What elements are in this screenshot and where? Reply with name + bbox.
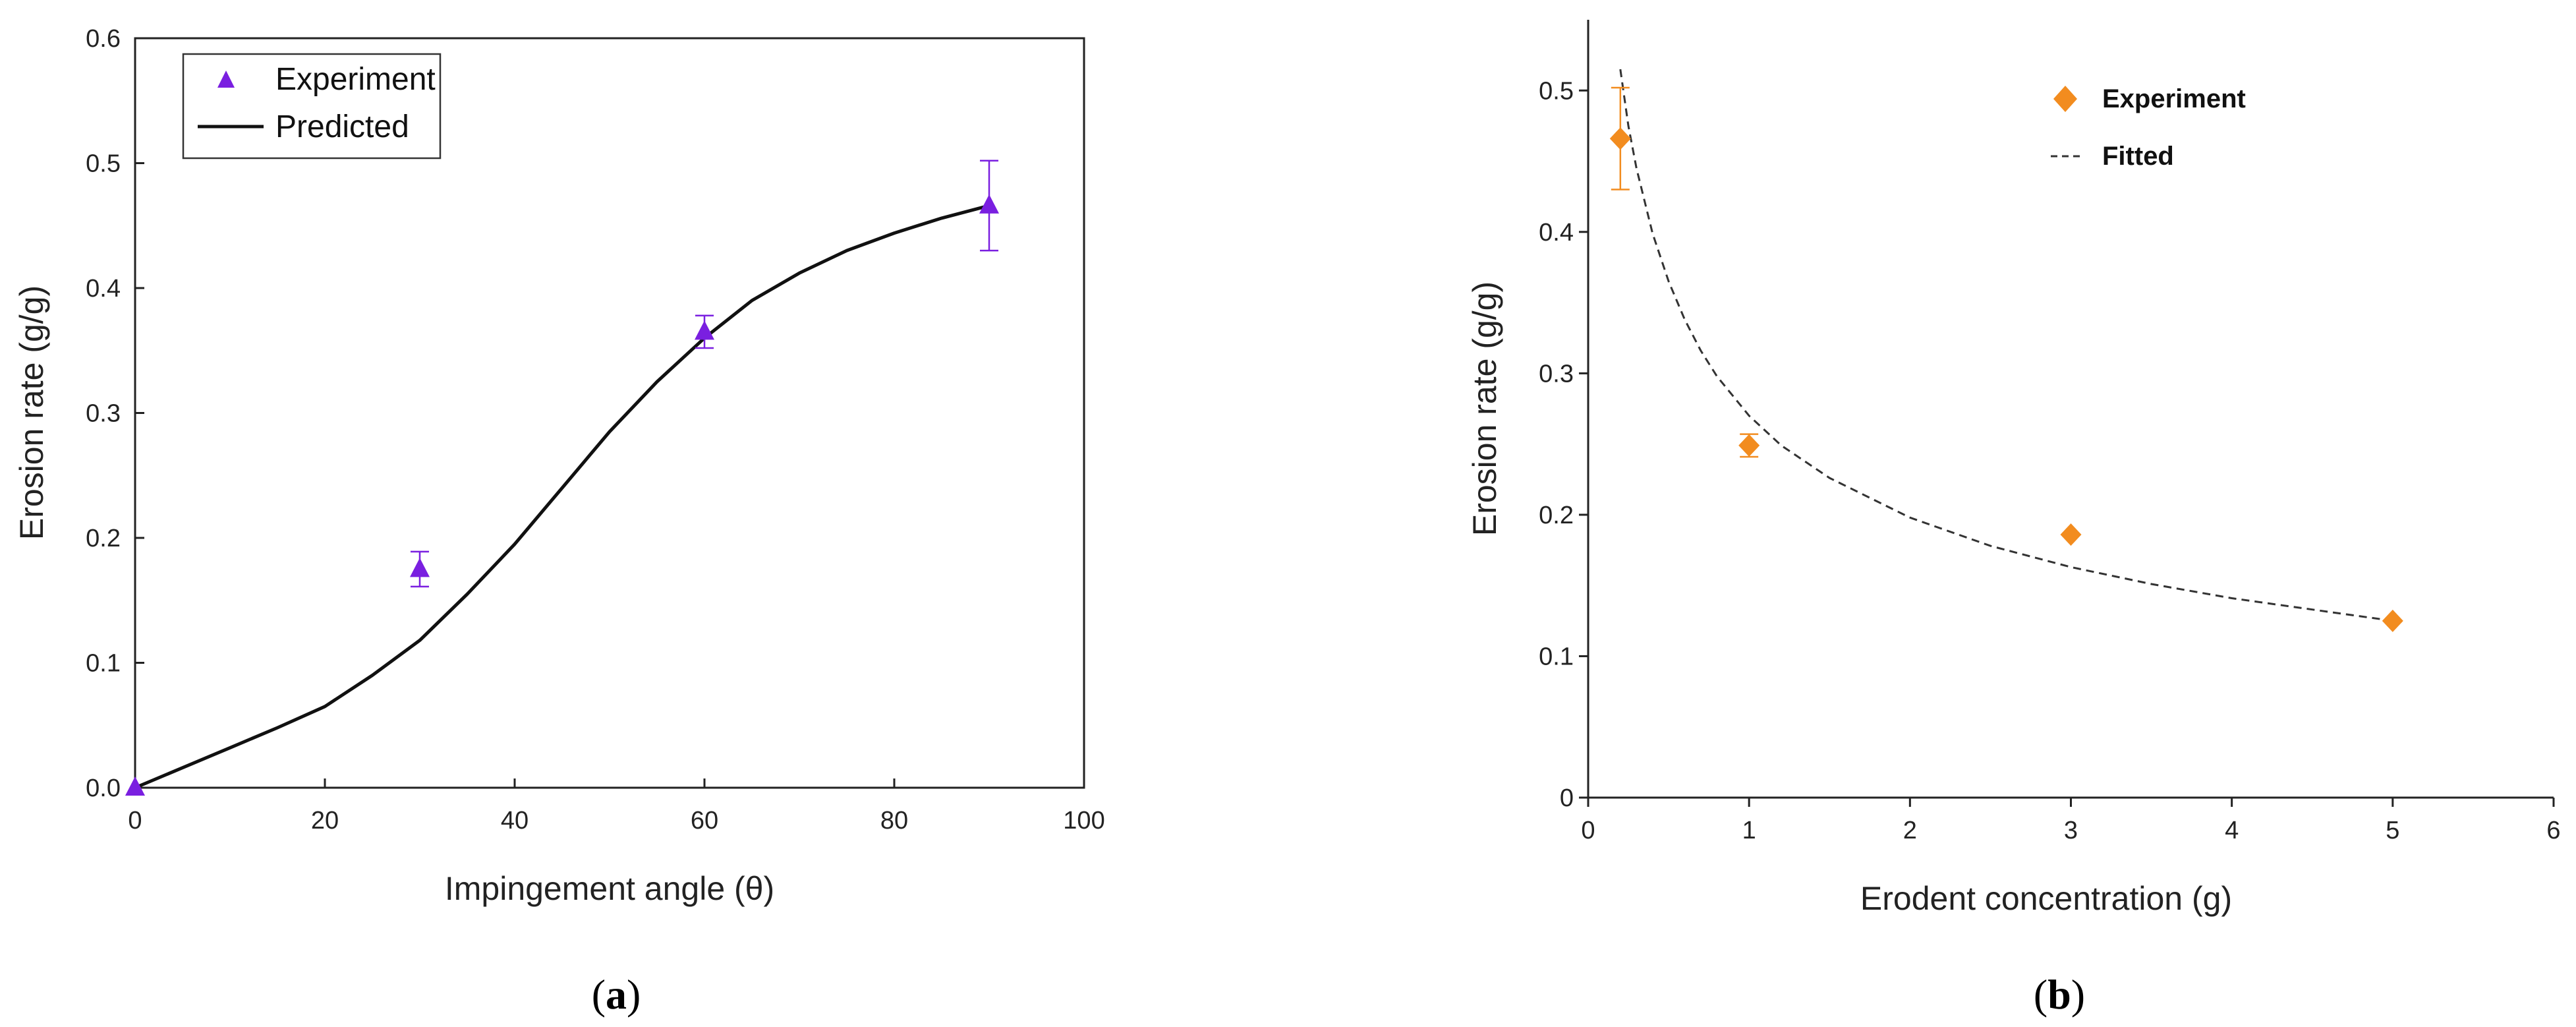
x-tick-label: 0 bbox=[1581, 817, 1595, 844]
experiment-point bbox=[1738, 434, 1760, 457]
x-tick-label: 60 bbox=[691, 807, 718, 835]
legend-label-fitted-b: Fitted bbox=[2102, 142, 2174, 171]
experiment-point bbox=[2060, 523, 2082, 546]
x-tick-label: 2 bbox=[1903, 817, 1917, 844]
legend-label-experiment-b: Experiment bbox=[2102, 84, 2246, 113]
chart-panel-a: 0.0 0.1 0.2 0.3 0.4 0.5 0.6 0 20 40 60 80 100 Impin… bbox=[13, 25, 1105, 1018]
x-tick-label: 5 bbox=[2386, 817, 2399, 844]
y-tick-label: 0 bbox=[1560, 784, 1574, 812]
predicted-series-a bbox=[134, 204, 990, 790]
y-axis-label-a: Erosion rate (g/g) bbox=[13, 285, 50, 540]
fitted-series-b bbox=[1619, 69, 2393, 622]
y-tick-label: 0.4 bbox=[1539, 219, 1574, 247]
legend-b: Experiment Fitted bbox=[2051, 84, 2246, 171]
experiment-point bbox=[125, 777, 145, 796]
x-ticks-b: 0 1 2 3 4 5 6 bbox=[1581, 798, 2561, 844]
x-tick-label: 1 bbox=[1742, 817, 1756, 844]
y-ticks-b: 0 0.1 0.2 0.3 0.4 0.5 bbox=[1539, 77, 1588, 812]
experiment-point bbox=[979, 194, 999, 214]
y-tick-label: 0.3 bbox=[86, 400, 121, 428]
x-tick-label: 40 bbox=[501, 807, 529, 835]
y-tick-label: 0.4 bbox=[86, 275, 121, 303]
experiment-series-a bbox=[125, 160, 999, 796]
y-tick-label: 0.3 bbox=[1539, 360, 1574, 388]
experiment-point bbox=[2382, 609, 2403, 632]
experiment-series-b bbox=[1609, 86, 2403, 632]
y-tick-label: 0.5 bbox=[86, 150, 121, 178]
experiment-point bbox=[410, 558, 430, 577]
experiment-point bbox=[695, 320, 714, 340]
x-tick-label: 80 bbox=[880, 807, 908, 835]
x-tick-label: 4 bbox=[2225, 817, 2239, 844]
y-tick-label: 0.1 bbox=[1539, 643, 1574, 670]
x-tick-label: 20 bbox=[311, 807, 339, 835]
y-tick-label: 0.2 bbox=[1539, 502, 1574, 529]
legend-triangle-icon bbox=[217, 71, 235, 88]
panel-label-a: (a) bbox=[592, 971, 641, 1018]
x-axis-label-b: Erodent concentration (g) bbox=[1860, 880, 2232, 917]
x-tick-label: 3 bbox=[2064, 817, 2078, 844]
y-tick-label: 0.0 bbox=[86, 775, 121, 802]
legend-label-experiment-a: Experiment bbox=[275, 62, 436, 97]
x-axis-label-a: Impingement angle (θ) bbox=[445, 870, 774, 907]
y-tick-label: 0.6 bbox=[86, 25, 121, 53]
chart-panel-b: 0 0.1 0.2 0.3 0.4 0.5 0 1 2 3 4 5 6 Erodent concent… bbox=[1466, 20, 2561, 1018]
y-tick-label: 0.5 bbox=[1539, 77, 1574, 105]
x-tick-label: 100 bbox=[1063, 807, 1104, 835]
panel-label-b: (b) bbox=[2034, 971, 2085, 1018]
fitted-line bbox=[1619, 69, 2393, 622]
x-ticks-a: 0 20 40 60 80 100 bbox=[128, 778, 1105, 835]
y-ticks-a: 0.0 0.1 0.2 0.3 0.4 0.5 0.6 bbox=[86, 25, 144, 802]
y-axis-label-b: Erosion rate (g/g) bbox=[1466, 281, 1503, 536]
y-tick-label: 0.2 bbox=[86, 525, 121, 552]
y-tick-label: 0.1 bbox=[86, 650, 121, 678]
legend-label-predicted-a: Predicted bbox=[275, 109, 409, 144]
legend-diamond-icon bbox=[2053, 86, 2077, 112]
experiment-point bbox=[1609, 127, 1631, 150]
predicted-line bbox=[134, 204, 990, 790]
x-tick-label: 6 bbox=[2546, 817, 2560, 844]
x-tick-label: 0 bbox=[128, 807, 142, 835]
legend-a: Experiment Predicted bbox=[182, 53, 442, 160]
